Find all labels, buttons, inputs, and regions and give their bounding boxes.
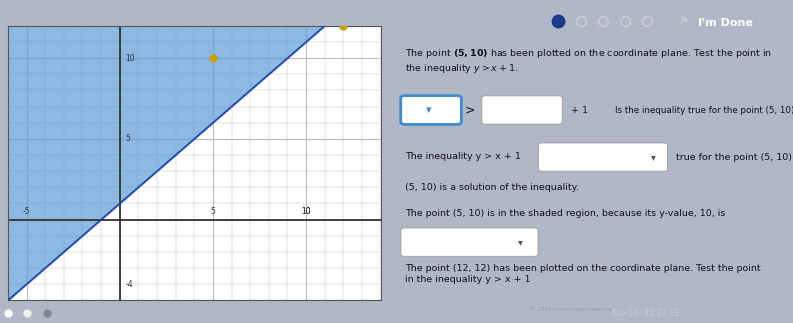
Text: true for the point (5, 10). So,: true for the point (5, 10). So,: [676, 152, 793, 162]
Text: 10: 10: [125, 54, 135, 63]
Text: -5: -5: [23, 206, 30, 215]
Text: The point $\mathbf{(5, 10)}$ has been plotted on the coordinate plane. Test the : The point $\mathbf{(5, 10)}$ has been pl…: [404, 47, 772, 75]
Text: 5: 5: [125, 134, 130, 143]
Text: Nov 10   11:23 ES: Nov 10 11:23 ES: [611, 309, 679, 318]
Text: ∧: ∧: [698, 16, 706, 26]
Text: Is the inequality true for the point (5, 10)?: Is the inequality true for the point (5,…: [615, 106, 793, 115]
Text: 5: 5: [210, 206, 216, 215]
Text: 10: 10: [301, 206, 311, 215]
Text: I'm Done: I'm Done: [698, 18, 753, 28]
Text: The point (12, 12) has been plotted on the coordinate plane. Test the point
in t: The point (12, 12) has been plotted on t…: [404, 264, 760, 284]
FancyBboxPatch shape: [481, 96, 562, 124]
Text: © 2019 Connections Learning: © 2019 Connections Learning: [530, 307, 613, 312]
Text: The inequality y > x + 1: The inequality y > x + 1: [404, 152, 521, 161]
Text: >: >: [464, 103, 475, 117]
Text: ⚑: ⚑: [678, 16, 688, 26]
FancyBboxPatch shape: [538, 143, 668, 172]
Text: ▾: ▾: [426, 105, 432, 115]
FancyBboxPatch shape: [400, 228, 538, 256]
Text: ▾: ▾: [518, 237, 523, 247]
Text: -4: -4: [125, 280, 133, 289]
Text: (5, 10) is a solution of the inequality.: (5, 10) is a solution of the inequality.: [404, 183, 579, 192]
Text: + 1: + 1: [570, 106, 588, 115]
FancyBboxPatch shape: [400, 96, 462, 124]
Text: 10: 10: [301, 206, 311, 215]
Text: ▾: ▾: [651, 152, 656, 162]
Text: The point (5, 10) is in the shaded region, because its y-value, 10, is: The point (5, 10) is in the shaded regio…: [404, 209, 725, 218]
